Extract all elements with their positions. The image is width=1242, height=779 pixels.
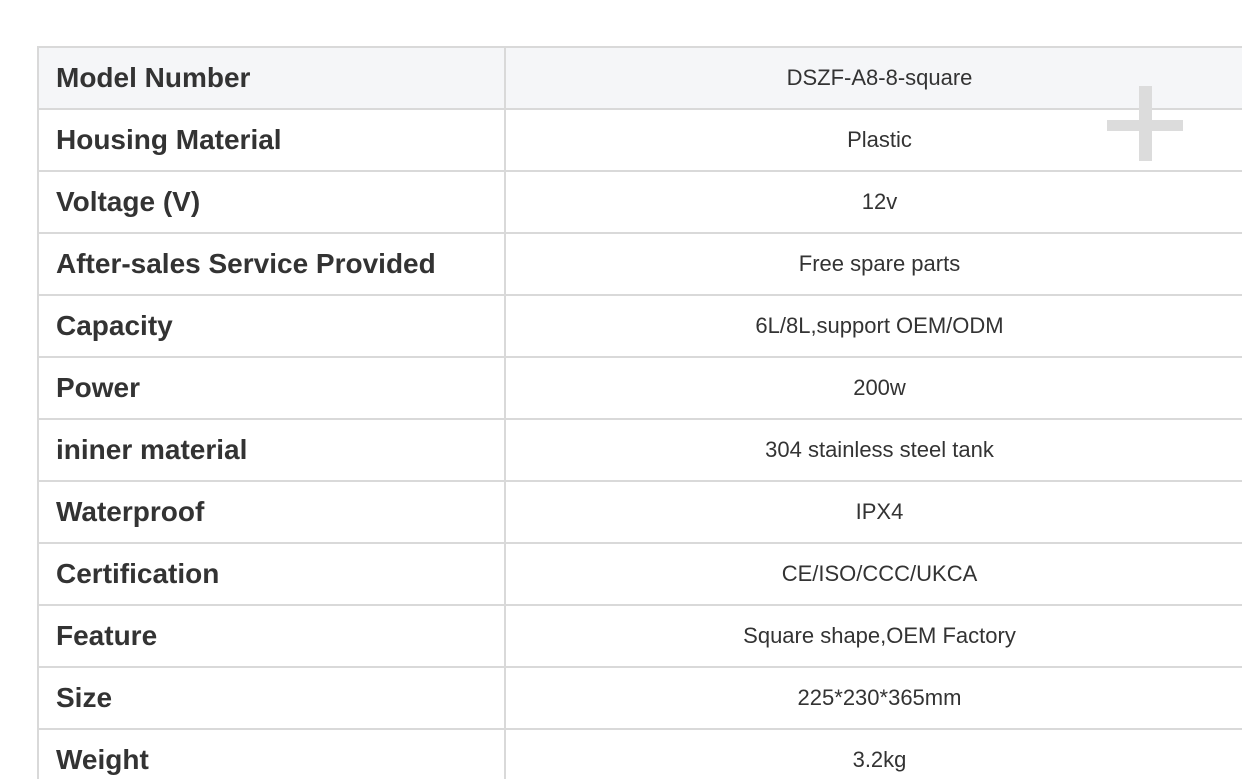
spec-value: Plastic: [504, 108, 1242, 172]
spec-label: Voltage (V): [37, 170, 506, 234]
spec-value: Free spare parts: [504, 232, 1242, 296]
spec-row: Waterproof IPX4: [37, 480, 1242, 544]
spec-value: 304 stainless steel tank: [504, 418, 1242, 482]
spec-value: CE/ISO/CCC/UKCA: [504, 542, 1242, 606]
spec-value: IPX4: [504, 480, 1242, 544]
spec-row: Housing Material Plastic: [37, 108, 1242, 172]
product-spec-table: Model Number DSZF-A8-8-square Housing Mate…: [37, 46, 1242, 779]
spec-label: Model Number: [37, 46, 506, 110]
spec-row: Size 225*230*365mm: [37, 666, 1242, 730]
zoom-plus-icon[interactable]: [1107, 86, 1183, 161]
spec-row: Model Number DSZF-A8-8-square: [37, 46, 1242, 110]
spec-row: After-sales Service Provided Free spare p…: [37, 232, 1242, 296]
spec-row: Voltage (V) 12v: [37, 170, 1242, 234]
spec-row: Weight 3.2kg: [37, 728, 1242, 779]
spec-value: Square shape,OEM Factory: [504, 604, 1242, 668]
spec-label: Weight: [37, 728, 506, 779]
spec-row: Capacity 6L/8L,support OEM/ODM: [37, 294, 1242, 358]
spec-label: After-sales Service Provided: [37, 232, 506, 296]
spec-label: Size: [37, 666, 506, 730]
spec-label: Capacity: [37, 294, 506, 358]
spec-value: 3.2kg: [504, 728, 1242, 779]
spec-label: Waterproof: [37, 480, 506, 544]
spec-label: ininer material: [37, 418, 506, 482]
zoom-plus-vertical-bar: [1139, 86, 1152, 161]
spec-label: Certification: [37, 542, 506, 606]
spec-row: Certification CE/ISO/CCC/UKCA: [37, 542, 1242, 606]
spec-value: DSZF-A8-8-square: [504, 46, 1242, 110]
spec-row: Feature Square shape,OEM Factory: [37, 604, 1242, 668]
spec-label: Feature: [37, 604, 506, 668]
spec-value: 200w: [504, 356, 1242, 420]
spec-value: 225*230*365mm: [504, 666, 1242, 730]
spec-row: Power 200w: [37, 356, 1242, 420]
spec-table-body: Model Number DSZF-A8-8-square Housing Mate…: [37, 46, 1242, 779]
spec-value: 12v: [504, 170, 1242, 234]
spec-value: 6L/8L,support OEM/ODM: [504, 294, 1242, 358]
spec-label: Housing Material: [37, 108, 506, 172]
spec-label: Power: [37, 356, 506, 420]
spec-row: ininer material 304 stainless steel tank: [37, 418, 1242, 482]
